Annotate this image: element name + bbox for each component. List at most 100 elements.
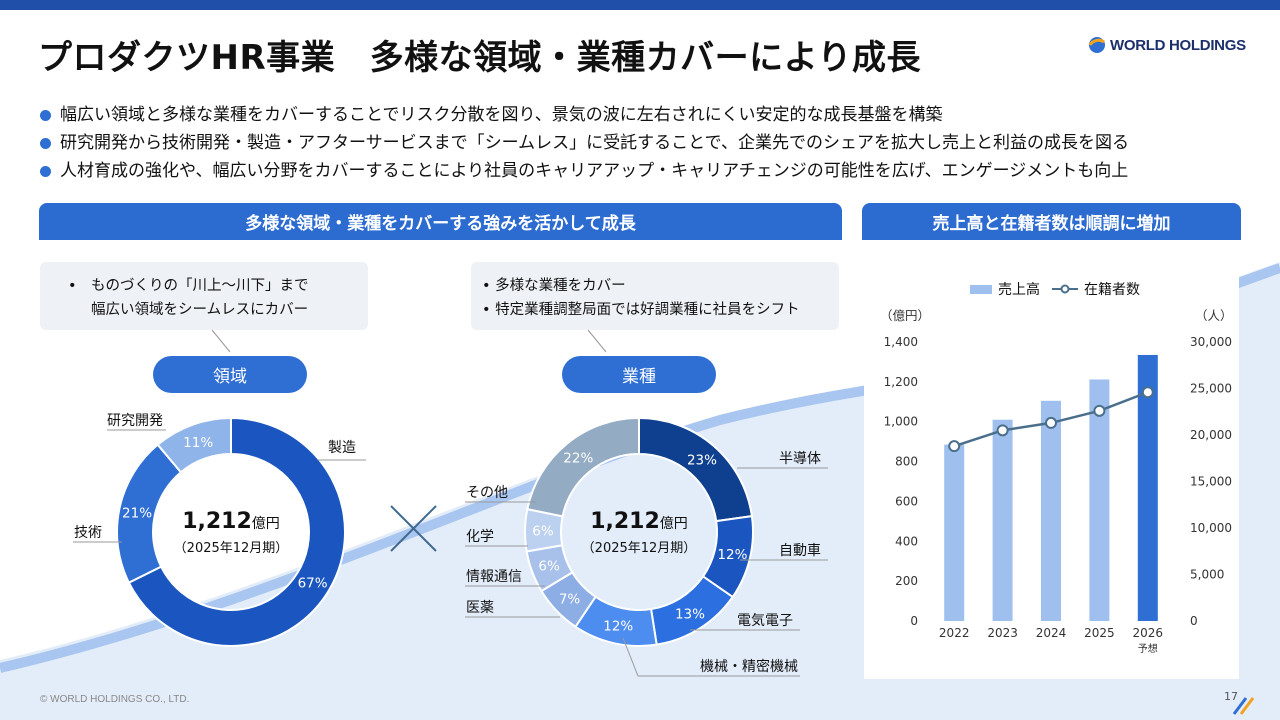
right-axis-tick: 10,000: [1190, 521, 1232, 535]
donut-center-period: （2025年12月期）: [174, 541, 289, 556]
donut-slice: [156, 416, 232, 474]
bullet-dot-icon: [40, 165, 51, 177]
legend-line-label: 在籍者数: [1084, 282, 1140, 298]
slice-percent-label: 12%: [603, 619, 633, 635]
employees-point: [948, 440, 961, 453]
page-title: プロダクツHR事業 多様な領域・業種カバーにより成長: [38, 38, 921, 78]
sales-bar: [1089, 379, 1110, 621]
x-tick-label: 2024: [1036, 626, 1067, 640]
page-number: 17: [1224, 690, 1238, 703]
bullet-item: 研究開発から技術開発・製造・アフターサービスまで「シームレス」に受託することで、…: [40, 129, 1129, 157]
slice-percent-label: 22%: [563, 451, 593, 467]
left-axis-tick: 1,000: [884, 415, 918, 429]
right-axis-tick: 0: [1190, 614, 1198, 628]
donut-center-period: （2025年12月期）: [582, 541, 697, 556]
x-tick-note: 予想: [1138, 642, 1158, 655]
section-header-right: 売上高と在籍者数は順調に増加: [862, 203, 1241, 240]
industry-label-machinery: 機械・精密機械: [700, 658, 798, 675]
corner-stripes-icon: [1232, 697, 1255, 715]
domain-label-engineering: 技術: [74, 525, 102, 541]
legend-bar-swatch: [970, 284, 992, 294]
right-axis-tick: 5,000: [1190, 568, 1224, 582]
left-axis-tick: 0: [910, 614, 918, 628]
center-value-unit: 億円: [660, 516, 688, 532]
sales-bar: [1041, 400, 1061, 621]
callout-domain: • ものづくりの「川上～川下」まで 幅広い領域をシームレスにカバー: [40, 262, 368, 330]
callout-line: • ものづくりの「川上～川下」まで: [68, 278, 309, 294]
left-axis-tick: 800: [895, 455, 918, 469]
x-tick-label: 2022: [939, 626, 970, 640]
bullet-item: 人材育成の強化や、幅広い分野をカバーすることにより社員のキャリアアップ・キャリア…: [40, 157, 1129, 185]
sales-bar: [944, 444, 965, 621]
x-tick-label: 2025: [1084, 626, 1115, 640]
slice-percent-label: 7%: [559, 591, 581, 607]
slice-percent-label: 67%: [298, 576, 328, 592]
donut-slice: [127, 416, 346, 647]
donut-center-value: 1,212億円: [182, 509, 280, 534]
right-axis-tick: 15,000: [1190, 475, 1232, 489]
bullet-dot-icon: [40, 109, 51, 121]
callout-line: • 多様な業種をカバー: [482, 278, 626, 294]
industry-label-it: 情報通信: [466, 569, 522, 585]
slice-percent-label: 21%: [122, 505, 152, 521]
donut-center-value: 1,212億円: [590, 509, 688, 534]
left-axis-tick: 400: [895, 534, 918, 548]
left-axis-tick: 1,400: [884, 335, 918, 349]
industry-label-electronics: 電気電子: [737, 613, 793, 629]
employees-point: [996, 424, 1009, 437]
logo-text: WORLD HOLDINGS: [1110, 36, 1246, 54]
right-axis-tick: 30,000: [1190, 335, 1232, 349]
employees-point: [1093, 404, 1106, 417]
legend-bar-label: 売上高: [998, 282, 1040, 298]
donut-leader-lines: [73, 429, 366, 543]
bullet-item: 幅広い領域と多様な業種をカバーすることでリスク分散を図り、景気の波に左右されにく…: [40, 101, 1129, 129]
domain-label-manufacturing: 製造: [328, 440, 356, 456]
section-header-left: 多様な領域・業種をカバーする強みを活かして成長: [39, 203, 842, 240]
slice-percent-label: 23%: [687, 453, 717, 469]
right-axis-unit: （人）: [1195, 308, 1233, 323]
employees-point: [1141, 386, 1154, 399]
sales-bar: [1137, 354, 1158, 621]
callout-line: • 特定業種調整局面では好調業種に社員をシフト: [482, 302, 800, 318]
slice-percent-label: 11%: [183, 435, 213, 451]
left-axis-tick: 600: [895, 494, 918, 508]
sales-bar: [992, 419, 1013, 621]
slice-percent-label: 6%: [532, 524, 554, 540]
slice-percent-label: 12%: [717, 547, 747, 563]
callout-line: 幅広い領域をシームレスにカバー: [91, 302, 309, 318]
domain-label-rnd: 研究開発: [107, 413, 163, 429]
donut-leader-lines: [465, 467, 828, 677]
bullet-text: 幅広い領域と多様な業種をカバーすることでリスク分散を図り、景気の波に左右されにく…: [60, 105, 943, 125]
bullet-text: 人材育成の強化や、幅広い分野をカバーすることにより社員のキャリアアップ・キャリア…: [60, 161, 1129, 181]
bullet-list: 幅広い領域と多様な業種をカバーすることでリスク分散を図り、景気の波に左右されにく…: [40, 101, 1129, 185]
industry-label-chemical: 化学: [466, 529, 494, 545]
center-value-number: 1,212: [590, 509, 660, 534]
left-axis-tick: 1,200: [884, 375, 918, 389]
center-value-unit: 億円: [252, 516, 280, 532]
left-axis-tick: 200: [895, 574, 918, 588]
industry-pill: 業種: [562, 356, 716, 393]
right-axis-tick: 25,000: [1190, 382, 1232, 396]
industry-label-semiconductor: 半導体: [779, 451, 821, 467]
industry-label-automotive: 自動車: [779, 542, 821, 559]
industry-label-other: その他: [466, 485, 508, 501]
right-axis-tick: 20,000: [1190, 428, 1232, 442]
legend-line-swatch: [1052, 284, 1078, 294]
employees-point: [1045, 416, 1057, 429]
x-tick-label: 2023: [987, 626, 1018, 640]
top-accent-bar: [0, 0, 1280, 10]
chart-legend: 売上高 在籍者数: [970, 279, 1140, 299]
x-tick-label: 2026: [1133, 626, 1164, 640]
slice-percent-label: 13%: [675, 606, 705, 622]
company-logo: WORLD HOLDINGS: [1088, 36, 1246, 54]
domain-pill: 領域: [153, 356, 307, 393]
globe-icon: [1088, 37, 1105, 53]
slice-percent-label: 6%: [538, 559, 560, 575]
left-axis-unit: （億円）: [880, 308, 931, 323]
industry-label-pharma: 医薬: [466, 600, 494, 616]
center-value-number: 1,212: [182, 509, 252, 534]
